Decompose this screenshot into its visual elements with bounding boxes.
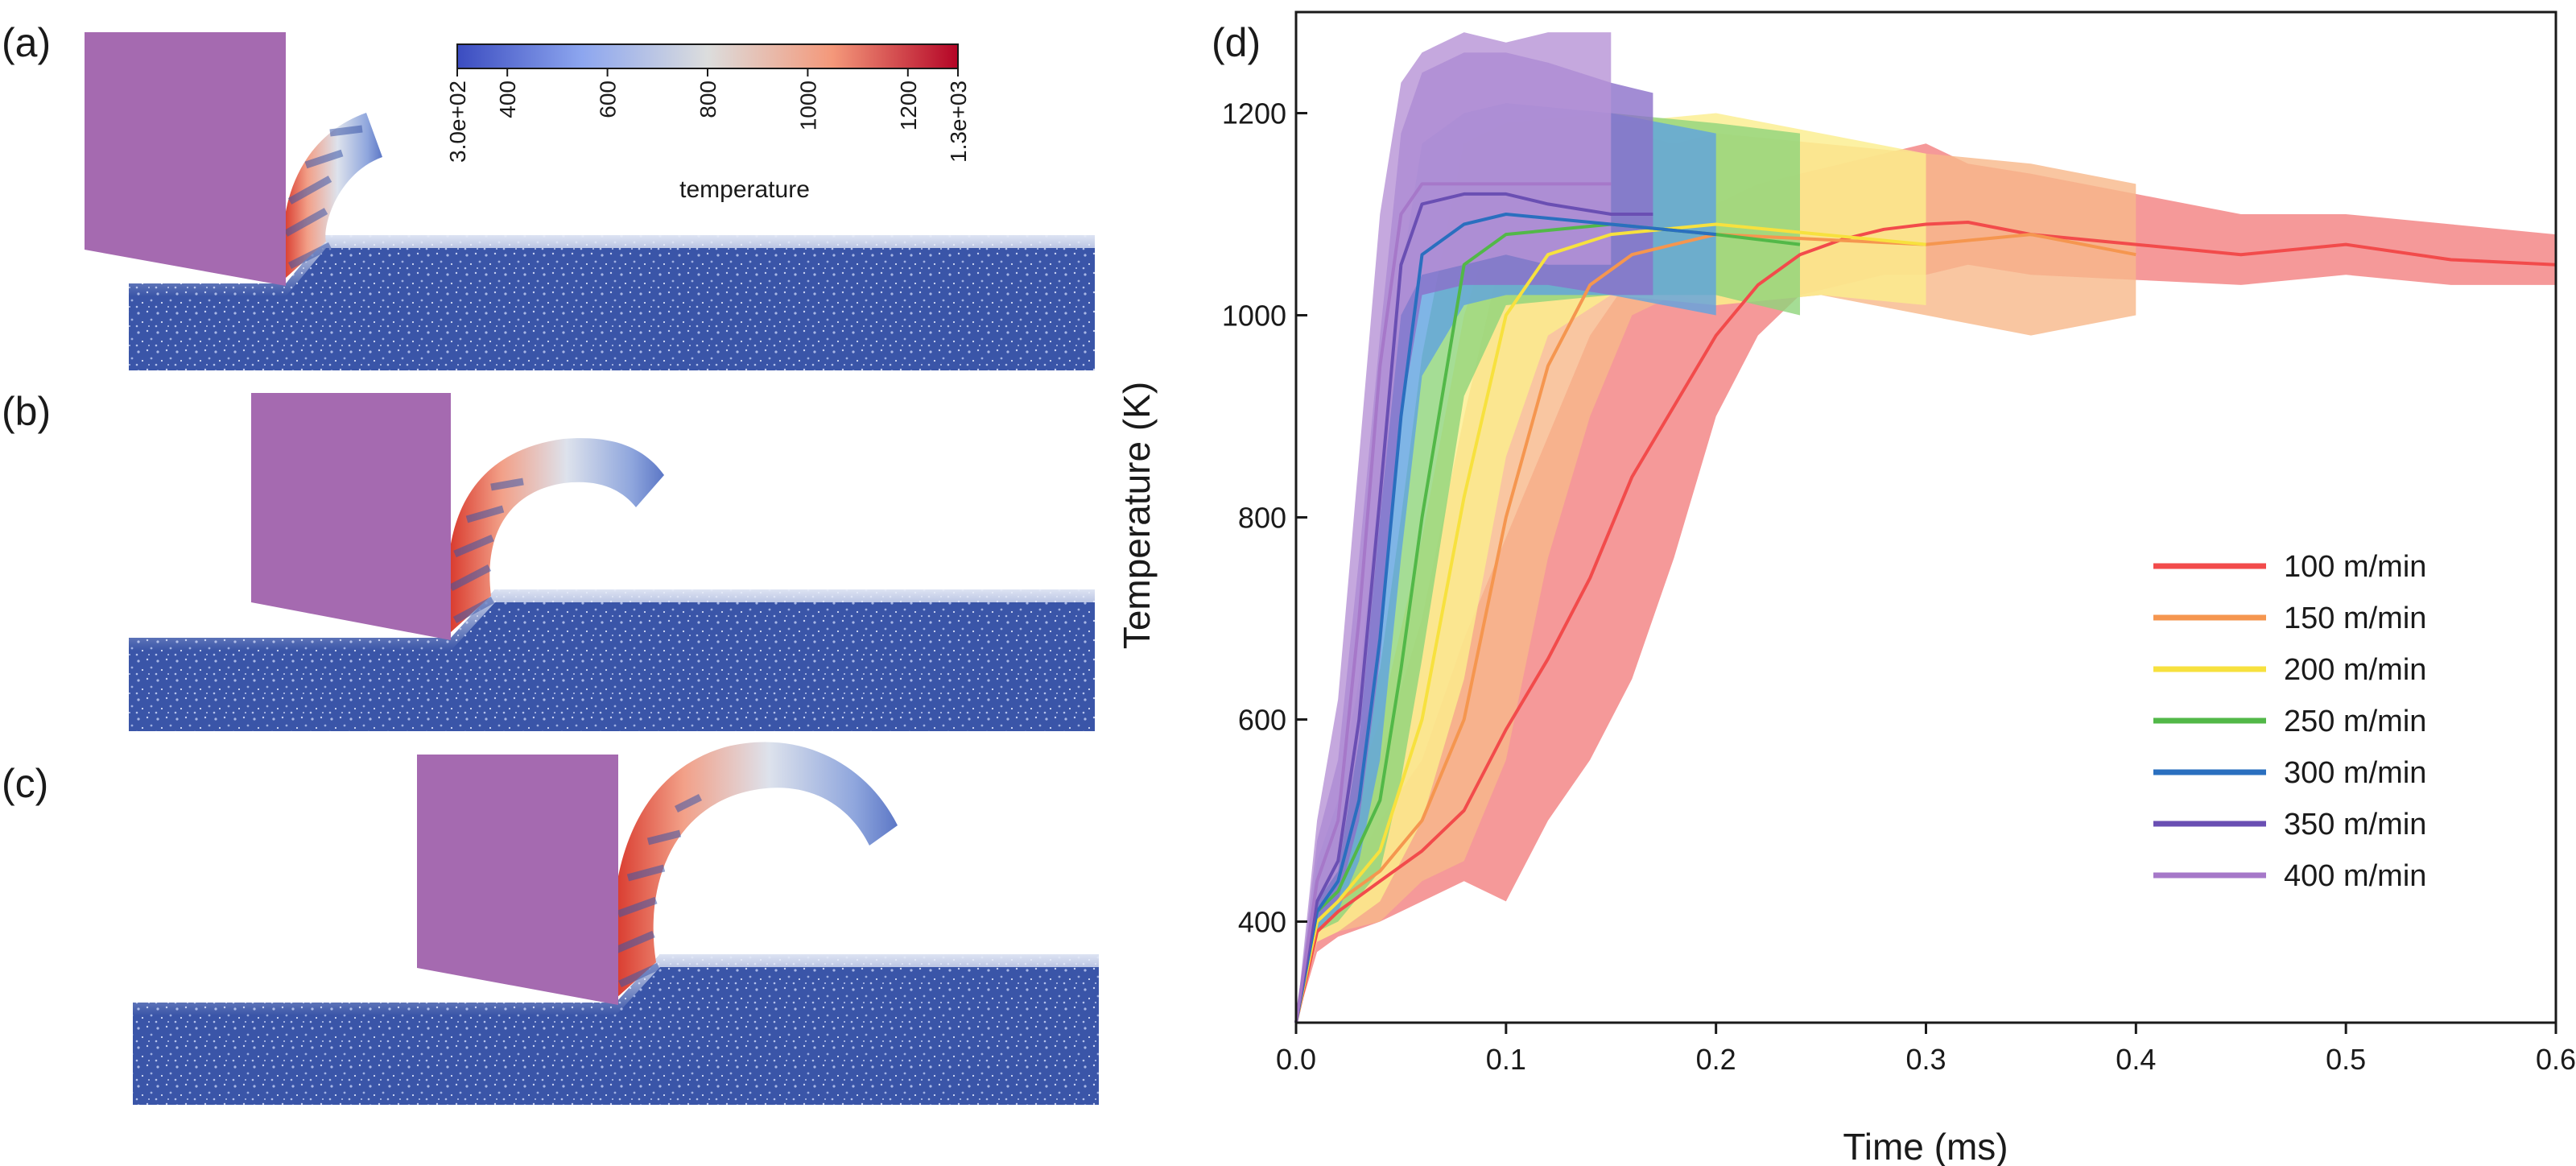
legend-label-4: 300 m/min [2284,756,2426,790]
line-series-1 [1294,233,2136,1023]
line-series-4 [1294,213,1716,1023]
colorbar-title: temperature [679,176,810,203]
colorbar-tick-label: 400 [495,81,520,118]
y-tick-label: 1000 [1222,300,1286,333]
colorbar-ticks: 3.0e+02 400 600 800 1000 1200 1.3e+03 [445,68,971,163]
legend-label-3: 250 m/min [2284,705,2426,738]
line-series-5 [1294,192,1653,1023]
x-tick-label: 0.5 [2326,1043,2366,1076]
y-tick-label: 400 [1238,906,1286,939]
y-tick-label: 1200 [1222,97,1286,130]
colorbar-tick-label: 800 [696,81,720,118]
workpiece-a [129,235,1095,370]
y-tick-label: 600 [1238,704,1286,737]
line-series-0 [1294,221,2557,1023]
chart-lines [1294,182,2557,1023]
panel-c: (c) [2,742,1099,1105]
colorbar-gradient [456,43,959,69]
x-axis-label: Time (ms) [1843,1126,2008,1166]
legend-label-2: 200 m/min [2284,653,2426,687]
colorbar-tick-label: 1200 [896,81,921,130]
legend: 100 m/min 150 m/min 200 m/min 250 m/min 300 … [2153,550,2426,893]
colorbar-tick-label: 3.0e+02 [445,81,470,163]
band-series-6 [1296,32,1612,1023]
panel-c-label: (c) [2,761,48,806]
x-axis: 0.0 0.1 0.2 0.3 0.4 0.5 0.6 [1276,1023,2576,1076]
workpiece-b [129,589,1095,731]
cutting-tool-a [85,32,286,286]
line-series-6 [1294,182,1612,1023]
legend-label-0: 100 m/min [2284,550,2426,584]
x-tick-label: 0.4 [2116,1043,2156,1076]
chip-b [447,438,664,632]
panel-d-label: (d) [1212,20,1261,65]
panel-a-label: (a) [2,20,51,65]
panel-a: (a) [2,20,1095,370]
y-axis-label: Temperature (K) [1116,382,1158,649]
colorbar-tick-label: 600 [596,81,621,118]
line-series-2 [1294,222,1926,1023]
colorbar-tick-label: 1.3e+03 [946,81,971,163]
x-tick-label: 0.2 [1696,1043,1736,1076]
x-tick-label: 0.3 [1905,1043,1946,1076]
cutting-tool-c [417,755,618,1005]
chart-bands [1296,32,2556,1023]
x-tick-label: 0.6 [2536,1043,2576,1076]
y-axis: 400 600 800 1000 1200 [1222,97,1307,939]
panel-b-label: (b) [2,389,51,434]
chip-a [283,113,382,278]
legend-label-6: 400 m/min [2284,859,2426,893]
cutting-tool-b [251,393,451,640]
chip-c [612,742,898,999]
x-tick-label: 0.0 [1276,1043,1316,1076]
y-tick-label: 800 [1238,502,1286,535]
x-tick-label: 0.1 [1486,1043,1526,1076]
colorbar: 3.0e+02 400 600 800 1000 1200 1.3e+03 temperat… [445,43,971,203]
legend-label-5: 350 m/min [2284,808,2426,841]
panel-d: (d) 0.0 0.1 0.2 0.3 0.4 0.5 0.6 400 600 800 1000 1… [1116,10,2576,1166]
colorbar-tick-label: 1000 [795,81,820,130]
legend-label-1: 150 m/min [2284,602,2426,635]
panel-b: (b) [2,389,1095,731]
